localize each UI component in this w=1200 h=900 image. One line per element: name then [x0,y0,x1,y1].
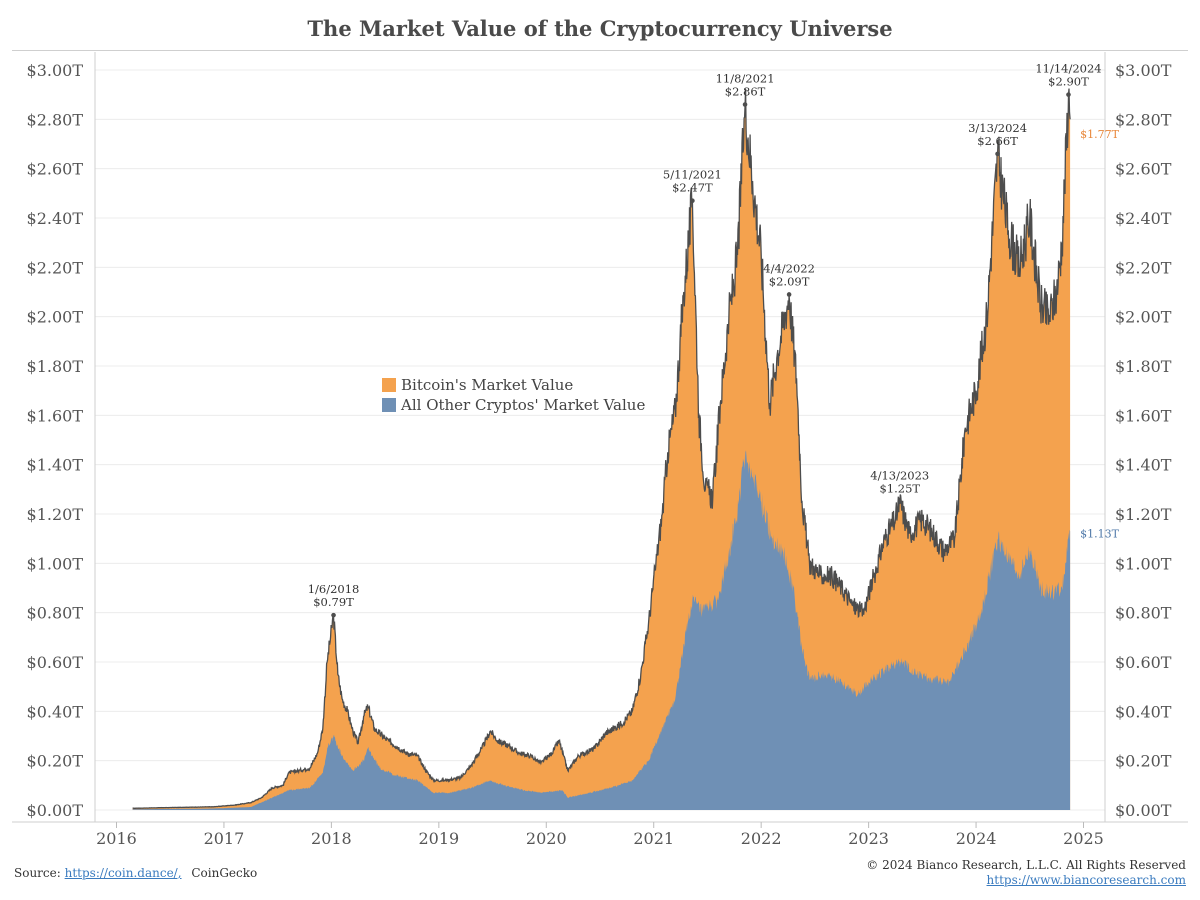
peak-date-label: 11/8/2021 [716,72,775,86]
y-tick-label-right: $1.20T [1115,505,1172,524]
y-tick-label-right: $0.60T [1115,653,1172,672]
peak-marker [995,151,1000,157]
peak-marker [690,198,695,204]
peak-value-label: $2.09T [769,274,810,288]
x-tick-label: 2022 [741,829,782,848]
peak-value-label: $2.66T [977,134,1018,148]
x-tick-label: 2020 [526,829,567,848]
legend: Bitcoin's Market Value All Other Cryptos'… [382,376,645,414]
y-tick-label-left: $1.20T [27,505,84,524]
y-tick-label-left: $3.00T [27,61,84,80]
y-tick-label-right: $2.00T [1115,308,1172,327]
source-link-coin-dance[interactable]: https://coin.dance/, [64,866,182,880]
area-series [132,88,1071,810]
bitcoin-area [132,88,1071,810]
peak-marker [331,612,336,618]
peak-date-label: 11/14/2024 [1035,62,1101,76]
x-tick-label: 2018 [311,829,352,848]
x-tick-label: 2017 [204,829,245,848]
peak-date-label: 3/13/2024 [968,121,1027,135]
y-tick-label-right: $0.00T [1115,801,1172,820]
other-end-label: $1.13T [1080,528,1119,541]
peak-date-label: 4/4/2022 [763,261,815,275]
credit-block: © 2024 Bianco Research, L.L.C. All Right… [866,858,1186,888]
axes: $0.00T $0.00T $0.20T $0.20T $0.40T $0.40T $0.6… [12,52,1188,848]
peak-annotations: $1.77T $1.13T 1/6/2018$0.79T 5/11/2021$2.47… [308,62,1120,618]
y-tick-label-left: $1.80T [27,357,84,376]
y-tick-label-left: $2.60T [27,160,84,179]
y-tick-label-left: $1.60T [27,406,84,425]
y-tick-label-right: $0.80T [1115,604,1172,623]
y-tick-label-right: $0.40T [1115,702,1172,721]
y-tick-label-right: $1.40T [1115,456,1172,475]
y-tick-label-right: $2.80T [1115,110,1172,129]
x-tick-label: 2019 [418,829,459,848]
legend-label: Bitcoin's Market Value [401,376,573,394]
y-tick-label-left: $0.00T [27,801,84,820]
peak-value-label: $1.25T [879,482,920,496]
y-tick-label-right: $2.60T [1115,160,1172,179]
y-tick-label-right: $1.80T [1115,357,1172,376]
legend-swatch [382,378,396,392]
peak-marker [897,499,903,504]
y-tick-label-left: $2.00T [27,308,84,327]
x-tick-label: 2016 [96,829,137,848]
y-tick-label-left: $0.20T [27,752,84,771]
legend-swatch [382,398,396,412]
source-note: Source: https://coin.dance/, CoinGecko [14,866,257,880]
title-divider [12,50,1188,51]
peak-value-label: $2.90T [1048,75,1089,89]
peak-marker [1066,92,1071,97]
source-label: Source: [14,866,61,880]
y-tick-label-left: $0.40T [27,702,84,721]
chart-title: The Market Value of the Cryptocurrency U… [307,16,893,41]
peak-value-label: $2.86T [725,85,766,99]
y-tick-label-left: $1.40T [27,456,84,475]
bitcoin-end-label: $1.77T [1080,128,1119,141]
peak-date-label: 5/11/2021 [663,168,722,182]
y-tick-label-left: $0.60T [27,653,84,672]
other-cryptos-area [132,450,1071,810]
y-tick-label-right: $1.00T [1115,554,1172,573]
website-link[interactable]: https://www.biancoresearch.com [986,873,1186,887]
y-tick-label-right: $2.40T [1115,209,1172,228]
x-tick-label: 2023 [848,829,889,848]
y-tick-label-right: $3.00T [1115,61,1172,80]
source-coingecko: CoinGecko [191,866,258,880]
legend-label: All Other Cryptos' Market Value [400,396,645,414]
peak-date-label: 4/13/2023 [870,469,929,483]
y-tick-label-left: $2.40T [27,209,84,228]
y-tick-label-left: $2.80T [27,110,84,129]
y-tick-label-right: $0.20T [1115,752,1172,771]
peak-value-label: $2.47T [672,181,713,195]
x-tick-label: 2025 [1063,829,1104,848]
total-market-line [132,88,1071,809]
y-tick-label-left: $1.00T [27,554,84,573]
y-tick-label-left: $0.80T [27,604,84,623]
y-tick-label-left: $2.20T [27,258,84,277]
copyright-text: © 2024 Bianco Research, L.L.C. All Right… [866,858,1186,872]
peak-date-label: 1/6/2018 [308,582,360,596]
x-tick-label: 2021 [633,829,674,848]
peak-marker [742,102,748,107]
peak-marker [786,292,792,297]
y-tick-label-right: $1.60T [1115,406,1172,425]
y-tick-label-right: $2.20T [1115,258,1172,277]
peak-value-label: $0.79T [313,595,354,609]
x-tick-label: 2024 [956,829,997,848]
